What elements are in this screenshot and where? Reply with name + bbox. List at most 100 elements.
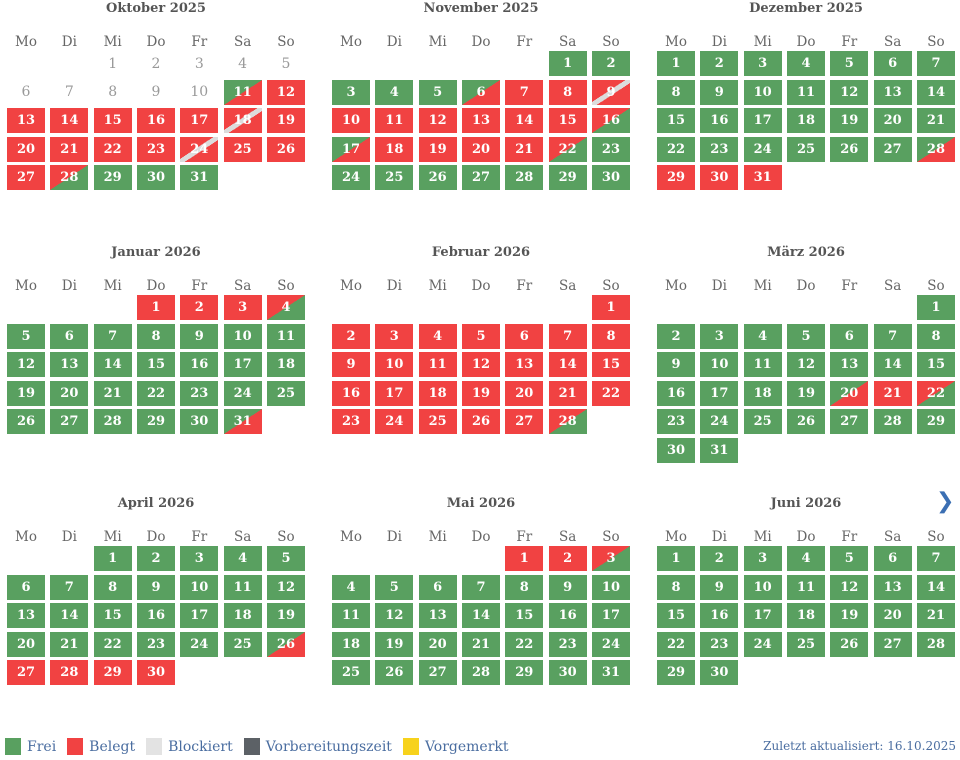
day-cell[interactable]: 15	[548, 108, 587, 134]
next-months-button[interactable]: ❯	[936, 489, 954, 514]
day-cell[interactable]: 1	[657, 51, 695, 76]
day-cell[interactable]: 30	[591, 165, 630, 191]
day-cell[interactable]: 11	[418, 352, 457, 378]
day-cell[interactable]: 23	[180, 380, 219, 406]
day-cell[interactable]: 18	[418, 380, 457, 406]
day-cell[interactable]: 28	[50, 165, 89, 191]
day-cell[interactable]: 7	[50, 574, 89, 600]
day-cell[interactable]: 29	[657, 165, 695, 191]
day-cell[interactable]: 23	[136, 631, 175, 657]
day-cell[interactable]: 26	[266, 631, 305, 657]
day-cell[interactable]: 22	[548, 136, 587, 162]
day-cell[interactable]: 3	[332, 79, 370, 105]
day-cell[interactable]: 16	[180, 352, 219, 378]
day-cell[interactable]: 28	[873, 409, 912, 435]
day-cell[interactable]: 4	[418, 323, 457, 349]
day-cell[interactable]: 16	[332, 380, 370, 406]
day-cell[interactable]: 12	[786, 352, 825, 378]
day-cell[interactable]: 23	[548, 631, 587, 657]
day-cell[interactable]: 5	[461, 323, 500, 349]
day-cell[interactable]: 7	[93, 323, 132, 349]
day-cell[interactable]: 15	[93, 603, 132, 629]
day-cell[interactable]: 30	[548, 660, 587, 686]
day-cell[interactable]: 17	[743, 603, 782, 629]
day-cell[interactable]: 15	[591, 352, 630, 378]
day-cell[interactable]: 19	[461, 380, 500, 406]
day-cell[interactable]: 11	[786, 574, 825, 600]
day-cell[interactable]: 13	[505, 352, 544, 378]
day-cell[interactable]: 27	[7, 165, 45, 191]
day-cell[interactable]: 31	[223, 409, 262, 435]
day-cell[interactable]: 22	[657, 136, 695, 162]
day-cell[interactable]: 2	[657, 323, 695, 349]
day-cell[interactable]: 22	[916, 380, 955, 406]
day-cell[interactable]: 11	[375, 108, 414, 134]
day-cell[interactable]: 6	[873, 546, 912, 571]
day-cell[interactable]: 23	[657, 409, 695, 435]
day-cell[interactable]: 14	[461, 603, 500, 629]
day-cell[interactable]: 14	[505, 108, 544, 134]
day-cell[interactable]: 3	[700, 323, 739, 349]
day-cell[interactable]: 7	[548, 323, 587, 349]
day-cell[interactable]: 9	[136, 574, 175, 600]
day-cell[interactable]: 14	[548, 352, 587, 378]
day-cell[interactable]: 15	[93, 108, 132, 134]
day-cell[interactable]: 11	[743, 352, 782, 378]
day-cell[interactable]: 28	[916, 136, 955, 162]
day-cell[interactable]: 26	[418, 165, 457, 191]
day-cell[interactable]: 18	[223, 108, 262, 134]
day-cell[interactable]: 19	[266, 603, 305, 629]
day-cell[interactable]: 20	[7, 631, 45, 657]
day-cell[interactable]: 26	[461, 409, 500, 435]
day-cell[interactable]: 8	[916, 323, 955, 349]
day-cell[interactable]: 11	[786, 79, 825, 105]
day-cell[interactable]: 29	[505, 660, 544, 686]
day-cell[interactable]: 18	[375, 136, 414, 162]
day-cell[interactable]: 5	[7, 323, 45, 349]
day-cell[interactable]: 10	[375, 352, 414, 378]
day-cell[interactable]: 25	[743, 409, 782, 435]
day-cell[interactable]: 27	[50, 409, 89, 435]
day-cell[interactable]: 27	[830, 409, 869, 435]
day-cell[interactable]: 15	[505, 603, 544, 629]
day-cell[interactable]: 31	[591, 660, 630, 686]
day-cell[interactable]: 8	[657, 79, 695, 105]
day-cell[interactable]: 23	[332, 409, 370, 435]
day-cell[interactable]: 16	[700, 108, 739, 134]
day-cell[interactable]: 18	[743, 380, 782, 406]
day-cell[interactable]: 16	[136, 603, 175, 629]
day-cell[interactable]: 30	[657, 437, 695, 463]
day-cell[interactable]: 8	[591, 323, 630, 349]
day-cell[interactable]: 23	[700, 631, 739, 657]
day-cell[interactable]: 24	[180, 631, 219, 657]
day-cell[interactable]: 2	[591, 51, 630, 76]
day-cell[interactable]: 6	[7, 574, 45, 600]
day-cell[interactable]: 25	[332, 660, 370, 686]
day-cell[interactable]: 5	[266, 546, 305, 571]
day-cell[interactable]: 29	[93, 165, 132, 191]
day-cell[interactable]: 20	[873, 108, 912, 134]
day-cell[interactable]: 2	[136, 546, 175, 571]
day-cell[interactable]: 29	[657, 660, 695, 686]
day-cell[interactable]: 28	[505, 165, 544, 191]
day-cell[interactable]: 12	[461, 352, 500, 378]
day-cell[interactable]: 18	[786, 108, 825, 134]
day-cell[interactable]: 24	[700, 409, 739, 435]
day-cell[interactable]: 22	[657, 631, 695, 657]
day-cell[interactable]: 27	[418, 660, 457, 686]
day-cell[interactable]: 17	[591, 603, 630, 629]
day-cell[interactable]: 29	[548, 165, 587, 191]
day-cell[interactable]: 19	[418, 136, 457, 162]
day-cell[interactable]: 13	[461, 108, 500, 134]
day-cell[interactable]: 28	[916, 631, 955, 657]
day-cell[interactable]: 28	[461, 660, 500, 686]
day-cell[interactable]: 4	[786, 51, 825, 76]
day-cell[interactable]: 5	[786, 323, 825, 349]
day-cell[interactable]: 9	[548, 574, 587, 600]
day-cell[interactable]: 21	[548, 380, 587, 406]
day-cell[interactable]: 13	[50, 352, 89, 378]
day-cell[interactable]: 7	[505, 79, 544, 105]
day-cell[interactable]: 14	[873, 352, 912, 378]
day-cell[interactable]: 24	[332, 165, 370, 191]
day-cell[interactable]: 9	[180, 323, 219, 349]
